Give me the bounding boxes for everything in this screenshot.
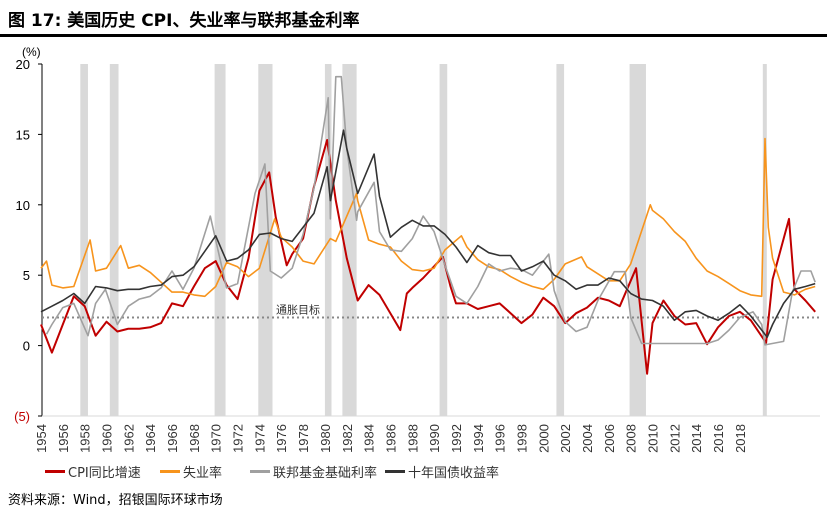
x-tick-label: 1960 <box>100 424 115 453</box>
inflation-target-label: 通胀目标 <box>276 302 320 316</box>
series-line-0 <box>40 139 816 375</box>
x-tick-label: 2014 <box>689 424 704 453</box>
title-divider <box>0 34 827 37</box>
x-tick-label: 2018 <box>733 424 748 453</box>
recession-band <box>762 64 767 416</box>
legend-item: CPI同比增速 <box>45 462 141 481</box>
recession-band <box>258 64 273 416</box>
x-tick-label: 1972 <box>231 424 246 453</box>
legend-label: 失业率 <box>183 466 223 481</box>
recession-band <box>109 64 119 416</box>
x-tick-label: 2002 <box>558 424 573 453</box>
x-tick-label: 2006 <box>602 424 617 453</box>
legend-swatch <box>160 470 180 473</box>
recession-band <box>342 64 357 416</box>
x-tick-label: 1962 <box>121 424 136 453</box>
x-tick-label: 1986 <box>383 424 398 453</box>
x-tick-label: 2010 <box>646 424 661 453</box>
series-line-1 <box>40 137 816 298</box>
x-tick-label: 2004 <box>580 424 595 453</box>
legend-item: 联邦基金基础利率 <box>250 462 377 481</box>
x-tick-label: 2000 <box>536 424 551 453</box>
legend-swatch <box>45 470 65 473</box>
legend-swatch <box>385 470 405 473</box>
x-tick-label: 1966 <box>165 424 180 453</box>
x-tick-label: 1984 <box>362 424 377 453</box>
x-tick-label: 1956 <box>56 424 71 453</box>
x-tick-label: 1990 <box>427 424 442 453</box>
recession-band <box>214 64 226 416</box>
series-line-3 <box>40 129 816 339</box>
y-axis-label: (%) <box>22 45 41 59</box>
x-tick-label: 1978 <box>296 424 311 453</box>
x-tick-label: 2012 <box>667 424 682 453</box>
x-tick-label: 2008 <box>624 424 639 453</box>
recession-band <box>324 64 332 416</box>
y-tick-label: 10 <box>16 198 30 213</box>
y-tick-label: 20 <box>16 57 30 72</box>
legend-label: 十年国债收益率 <box>408 466 500 481</box>
legend-item: 失业率 <box>160 462 222 481</box>
recession-band <box>629 64 646 416</box>
series-line-2 <box>45 75 816 346</box>
x-tick-label: 1958 <box>78 424 93 453</box>
figure-title: 图 17: 美国历史 CPI、失业率与联邦基金利率 <box>8 11 360 31</box>
x-tick-label: 1974 <box>252 424 267 453</box>
y-tick-label: 0 <box>23 339 30 354</box>
source-note: 资料来源：Wind，招银国际环球市场 <box>8 493 223 508</box>
x-tick-label: 1996 <box>493 424 508 453</box>
legend-item: 十年国债收益率 <box>385 462 499 481</box>
x-tick-label: 1980 <box>318 424 333 453</box>
legend-label: CPI同比增速 <box>68 466 141 481</box>
x-tick-label: 2016 <box>711 424 726 453</box>
legend-label: 联邦基金基础利率 <box>273 466 378 481</box>
y-tick-label: (5) <box>14 409 30 424</box>
x-tick-label: 1964 <box>143 424 158 453</box>
x-tick-label: 1988 <box>405 424 420 453</box>
x-tick-label: 1994 <box>471 424 486 453</box>
y-tick-label: 15 <box>16 127 30 142</box>
x-tick-label: 1982 <box>340 424 355 453</box>
legend-swatch <box>250 470 270 473</box>
recession-band <box>556 64 565 416</box>
y-tick-label: 5 <box>23 268 30 283</box>
line-chart: 20 15 10 5 0 (5) (%) 1954 1956 1958 1960 1962 1964 19… <box>14 45 820 453</box>
x-tick-label: 1998 <box>514 424 529 453</box>
x-tick-label: 1954 <box>34 424 49 453</box>
x-tick-label: 1992 <box>449 424 464 453</box>
x-tick-label: 1970 <box>209 424 224 453</box>
recession-band <box>439 64 448 416</box>
x-tick-label: 1976 <box>274 424 289 453</box>
recession-band <box>80 64 88 416</box>
x-tick-label: 1968 <box>187 424 202 453</box>
